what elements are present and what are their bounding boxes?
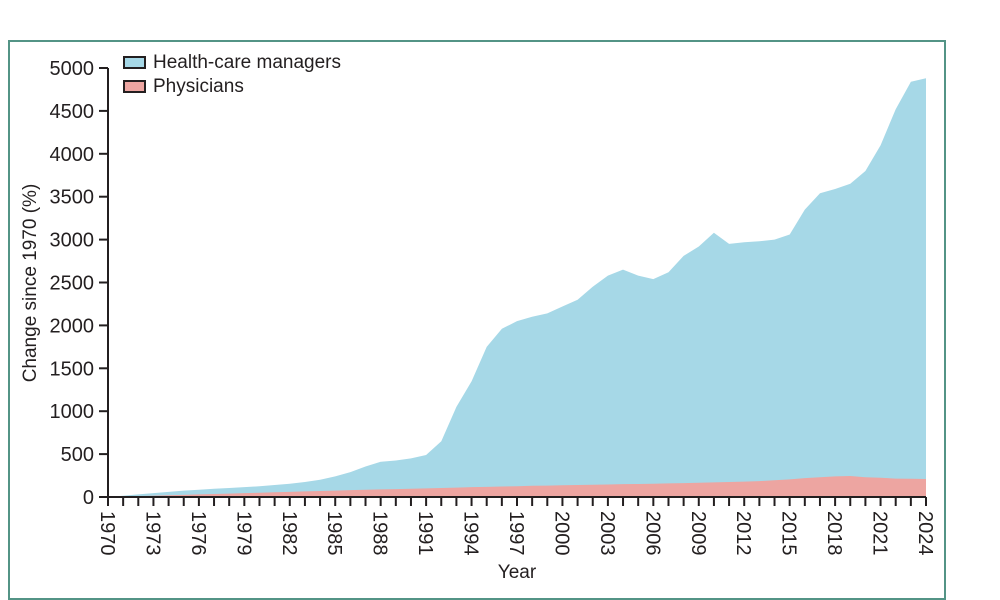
legend-item-physicians: Physicians [123, 77, 341, 96]
x-tick-label: 2000 [550, 511, 572, 556]
x-tick-label: 2018 [823, 511, 845, 556]
y-tick-label: 4500 [50, 101, 95, 123]
x-tick-label: 1985 [323, 511, 345, 556]
y-tick-label: 1000 [50, 401, 95, 423]
x-tick-label: 2009 [687, 511, 709, 556]
y-tick-label: 3000 [50, 230, 95, 252]
x-tick-label: 1973 [141, 511, 163, 556]
y-axis-title: Change since 1970 (%) [20, 183, 41, 383]
x-tick-label: 1988 [369, 511, 391, 556]
x-tick-label: 2024 [914, 511, 936, 556]
managers-swatch-icon [123, 56, 146, 69]
legend-label-managers: Health-care managers [153, 52, 341, 73]
y-tick-label: 500 [61, 444, 94, 466]
x-tick-label: 2003 [596, 511, 618, 556]
y-tick-label: 1500 [50, 358, 95, 380]
series-area-physicians [108, 476, 926, 497]
physicians-swatch-icon [123, 80, 146, 93]
chart-canvas: 0 500 1000 1500 2000 2500 3000 3500 4000 4500 5000… [50, 58, 937, 556]
y-tick-label: 0 [83, 487, 94, 509]
x-tick-label: 1979 [232, 511, 254, 556]
x-tick-label: 1982 [278, 511, 300, 556]
x-tick-label: 1970 [96, 511, 118, 556]
y-tick-label: 3500 [50, 187, 95, 209]
legend-label-physicians: Physicians [153, 76, 244, 97]
x-tick-label: 1991 [414, 511, 436, 556]
x-tick-label: 2015 [778, 511, 800, 556]
legend: Health-care managers Physicians [123, 53, 341, 101]
legend-item-managers: Health-care managers [123, 53, 341, 72]
x-tick-label: 2006 [641, 511, 663, 556]
x-tick-label: 1997 [505, 511, 527, 556]
y-tick-label: 2500 [50, 273, 95, 295]
x-tick-label: 1994 [460, 511, 482, 556]
y-tick-label: 4000 [50, 144, 95, 166]
x-tick-label: 2012 [732, 511, 754, 556]
y-tick-label: 5000 [50, 58, 95, 80]
y-tick-label: 2000 [50, 315, 95, 337]
x-tick-label: 2021 [869, 511, 891, 556]
x-tick-label: 1976 [187, 511, 209, 556]
series-area-managers [108, 78, 926, 498]
x-axis-title: Year [497, 562, 537, 583]
